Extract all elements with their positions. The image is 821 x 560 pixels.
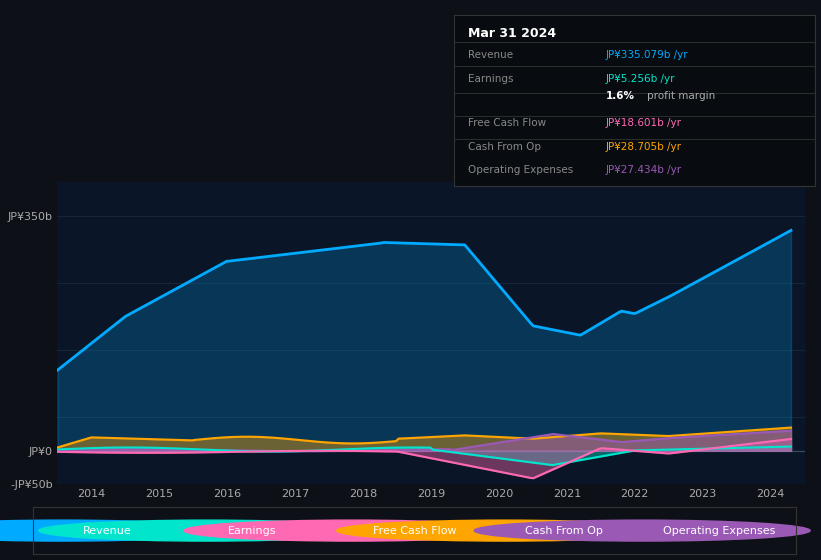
Circle shape <box>184 520 520 541</box>
Text: JP¥335.079b /yr: JP¥335.079b /yr <box>606 50 688 60</box>
Text: Mar 31 2024: Mar 31 2024 <box>469 27 557 40</box>
Text: 1.6%: 1.6% <box>606 91 635 101</box>
Text: Free Cash Flow: Free Cash Flow <box>469 119 547 128</box>
Text: JP¥27.434b /yr: JP¥27.434b /yr <box>606 165 682 175</box>
Text: Free Cash Flow: Free Cash Flow <box>373 526 456 535</box>
Text: Cash From Op: Cash From Op <box>469 142 542 152</box>
Text: JP¥28.705b /yr: JP¥28.705b /yr <box>606 142 681 152</box>
Text: Earnings: Earnings <box>227 526 276 535</box>
Text: Revenue: Revenue <box>82 526 131 535</box>
Circle shape <box>39 520 375 541</box>
Text: Operating Expenses: Operating Expenses <box>663 526 775 535</box>
Circle shape <box>475 520 810 541</box>
Circle shape <box>337 520 672 541</box>
Text: profit margin: profit margin <box>647 91 716 101</box>
Text: Earnings: Earnings <box>469 74 514 84</box>
Text: Cash From Op: Cash From Op <box>525 526 603 535</box>
Text: JP¥5.256b /yr: JP¥5.256b /yr <box>606 74 675 84</box>
Text: JP¥18.601b /yr: JP¥18.601b /yr <box>606 119 681 128</box>
Text: Operating Expenses: Operating Expenses <box>469 165 574 175</box>
Text: Revenue: Revenue <box>469 50 514 60</box>
Circle shape <box>0 520 230 541</box>
